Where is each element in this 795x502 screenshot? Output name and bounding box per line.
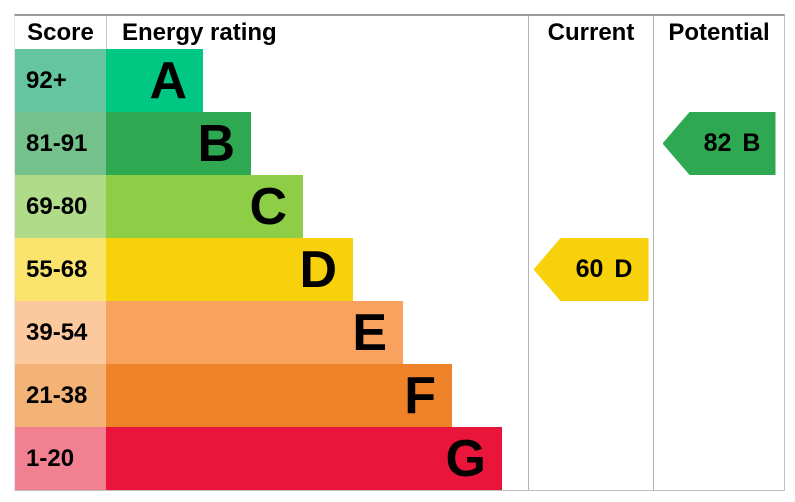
score-range-a: 92+ [15,49,106,112]
current-rating-arrow: 60 D [533,238,649,301]
band-bar-c: C [106,175,303,238]
potential-cell-c [653,175,784,238]
band-row-b: 81-91 B 82 B [15,112,784,175]
current-cell-g [528,427,653,490]
current-cell-e [528,301,653,364]
band-bar-area-e: E [106,301,528,364]
band-bar-area-g: G [106,427,528,490]
band-bar-area-a: A [106,49,528,112]
band-bar-area-c: C [106,175,528,238]
band-row-c: 69-80 C [15,175,784,238]
current-rating-letter: D [614,255,633,283]
current-cell-d: 60 D [528,238,653,301]
score-range-g: 1-20 [15,427,106,490]
band-bar-area-d: D [106,238,528,301]
score-range-c: 69-80 [15,175,106,238]
band-bar-g: G [106,427,502,490]
header-score: Score [27,18,94,46]
header-row: Score Energy rating Current Potential [15,16,784,49]
epc-table: Score Energy rating Current Potential 92… [14,14,785,491]
band-row-f: 21-38 F [15,364,784,427]
header-energy-rating: Energy rating [106,16,528,49]
band-row-d: 55-68 D 60 D [15,238,784,301]
band-row-g: 1-20 G [15,427,784,490]
band-bar-area-b: B [106,112,528,175]
score-range-e: 39-54 [15,301,106,364]
potential-cell-b: 82 B [653,112,784,175]
current-cell-b [528,112,653,175]
band-bar-e: E [106,301,403,364]
score-range-f: 21-38 [15,364,106,427]
score-range-d: 55-68 [15,238,106,301]
header-potential: Potential [653,16,784,49]
band-bar-d: D [106,238,353,301]
potential-rating-letter: B [742,129,761,157]
band-bar-area-f: F [106,364,528,427]
band-row-a: 92+ A [15,49,784,112]
score-range-b: 81-91 [15,112,106,175]
band-bar-a: A [106,49,203,112]
band-bar-f: F [106,364,452,427]
band-row-e: 39-54 E [15,301,784,364]
current-cell-c [528,175,653,238]
current-cell-f [528,364,653,427]
potential-cell-d [653,238,784,301]
band-bar-b: B [106,112,251,175]
potential-cell-f [653,364,784,427]
header-current: Current [528,16,653,49]
potential-rating-value: 82 [703,129,732,157]
potential-cell-g [653,427,784,490]
current-rating-value: 60 [575,255,604,283]
potential-cell-e [653,301,784,364]
current-cell-a [528,49,653,112]
potential-cell-a [653,49,784,112]
potential-rating-arrow: 82 B [662,112,776,175]
